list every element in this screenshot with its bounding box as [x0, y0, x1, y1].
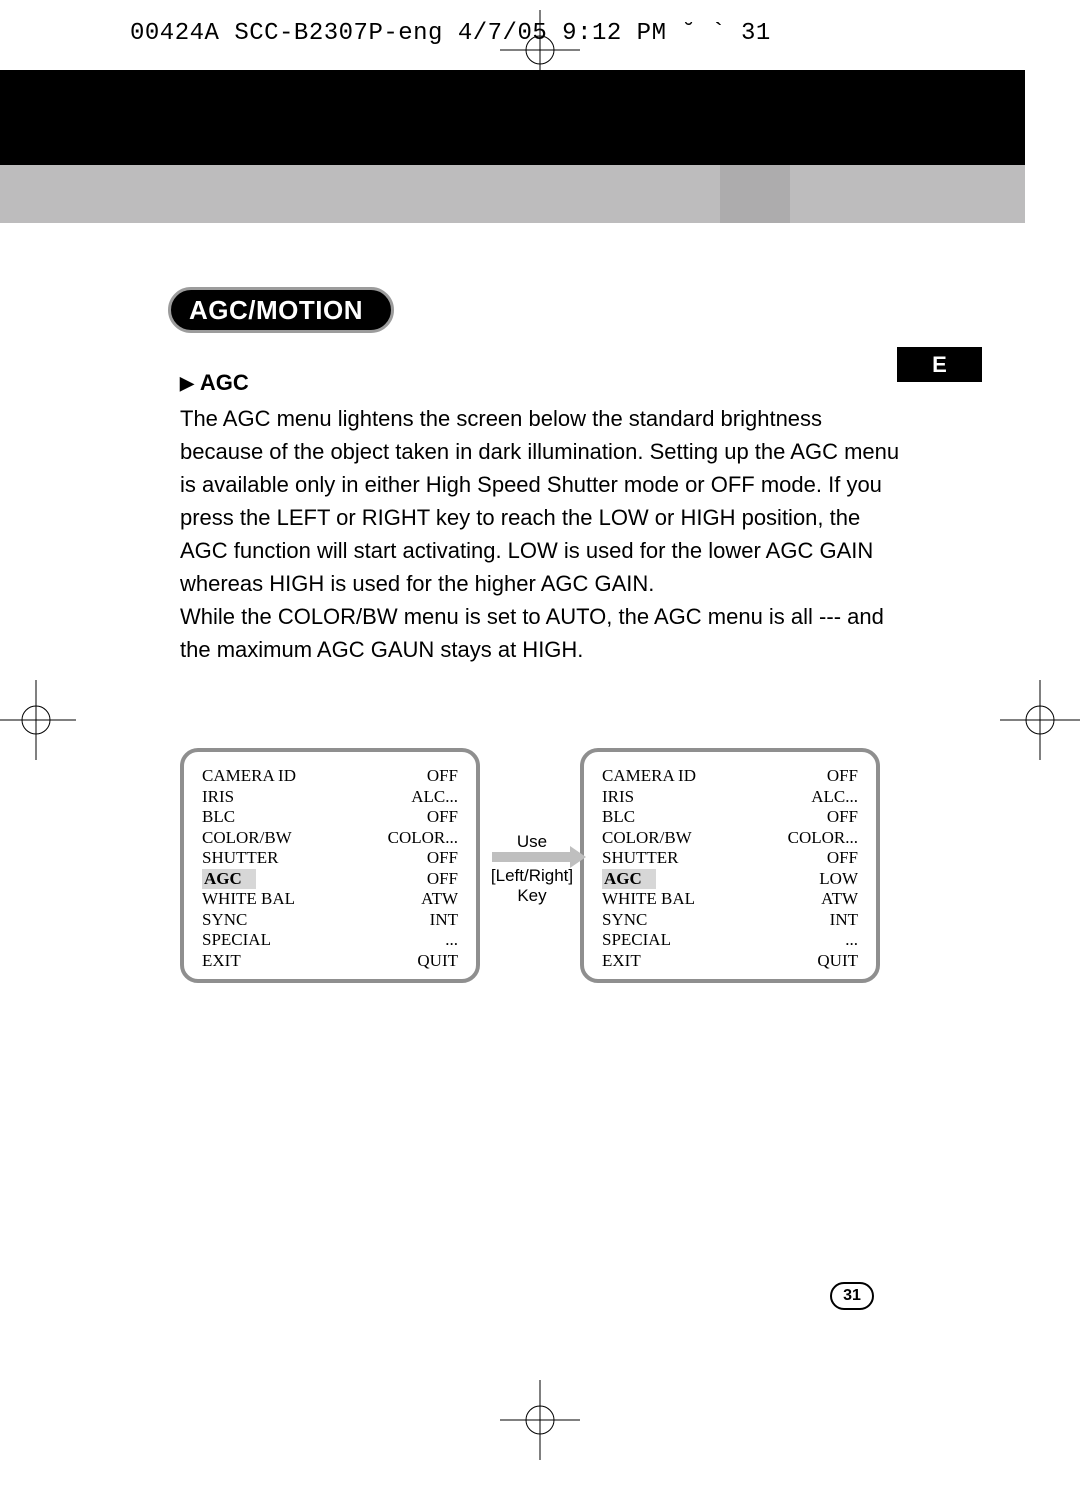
osd-menu-value: OFF [427, 766, 458, 787]
osd-menu-row: CAMERA ID OFF [202, 766, 458, 787]
osd-menu-key: COLOR/BW [602, 828, 692, 849]
osd-menu-key: BLC [602, 807, 635, 828]
osd-menu-row: WHITE BAL ATW [202, 889, 458, 910]
osd-menu-row: IRIS ALC... [202, 787, 458, 808]
osd-menu-row: EXIT QUIT [202, 951, 458, 972]
osd-menu-key: IRIS [202, 787, 234, 808]
osd-menu-panel-after: CAMERA IDOFFIRISALC...BLCOFFCOLOR/BWCOLO… [580, 748, 880, 983]
osd-menu-row: SHUTTER OFF [202, 848, 458, 869]
section-title-pill: AGC/MOTION [168, 287, 394, 333]
osd-menu-value: ALC... [811, 787, 858, 808]
osd-menu-value: OFF [427, 869, 458, 890]
osd-menu-key: SHUTTER [602, 848, 679, 869]
header-grey-bar [0, 165, 1025, 223]
osd-menu-value: ALC... [411, 787, 458, 808]
osd-menu-value: INT [830, 910, 858, 931]
triangle-right-icon: ▶ [180, 373, 194, 394]
osd-menu-row: BLC OFF [202, 807, 458, 828]
osd-menu-row: BLC OFF [602, 807, 858, 828]
osd-menu-row: SHUTTER OFF [602, 848, 858, 869]
osd-menu-key: SYNC [602, 910, 647, 931]
osd-menu-key: CAMERA ID [602, 766, 696, 787]
osd-menu-key: COLOR/BW [202, 828, 292, 849]
subsection-heading: ▶ AGC [180, 370, 249, 396]
print-header-line: 00424A SCC-B2307P-eng 4/7/05 9:12 PM ˘ `… [130, 20, 771, 47]
osd-menu-key: CAMERA ID [202, 766, 296, 787]
osd-menu-value: ... [845, 930, 858, 951]
osd-menu-value: ATW [821, 889, 858, 910]
osd-menu-value: OFF [827, 766, 858, 787]
osd-menu-row: AGC OFF [202, 869, 458, 890]
header-grey-bar-accent [720, 165, 790, 223]
osd-menu-key: IRIS [602, 787, 634, 808]
osd-menu-key: WHITE BAL [602, 889, 695, 910]
osd-menu-key: WHITE BAL [202, 889, 295, 910]
crop-mark-left [0, 680, 76, 760]
osd-menu-key: AGC [602, 869, 656, 890]
section-title-text: AGC/MOTION [189, 295, 363, 326]
osd-menu-panel-before: CAMERA IDOFFIRISALC...BLCOFFCOLOR/BWCOLO… [180, 748, 480, 983]
osd-menu-value: OFF [827, 807, 858, 828]
osd-menu-key: BLC [202, 807, 235, 828]
osd-menu-row: COLOR/BW COLOR... [602, 828, 858, 849]
osd-menu-value: COLOR... [388, 828, 458, 849]
crop-mark-bottom [500, 1380, 580, 1460]
arrow-label-line2: [Left/Right] [484, 866, 580, 886]
osd-menu-key: SHUTTER [202, 848, 279, 869]
osd-menu-row: CAMERA ID OFF [602, 766, 858, 787]
osd-menu-row: SYNC INT [602, 910, 858, 931]
osd-menu-row: EXIT QUIT [602, 951, 858, 972]
osd-menu-key: EXIT [602, 951, 641, 972]
osd-menu-key: EXIT [202, 951, 241, 972]
osd-menu-value: OFF [427, 807, 458, 828]
osd-menu-key: SPECIAL [602, 930, 671, 951]
osd-menu-value: COLOR... [788, 828, 858, 849]
osd-menu-row: WHITE BAL ATW [602, 889, 858, 910]
osd-menu-value: ATW [421, 889, 458, 910]
subsection-heading-text: AGC [200, 370, 249, 395]
osd-menu-key: SYNC [202, 910, 247, 931]
osd-menu-value: OFF [827, 848, 858, 869]
osd-menu-row: SYNC INT [202, 910, 458, 931]
osd-menu-row: SPECIAL... [202, 930, 458, 951]
osd-menu-value: OFF [427, 848, 458, 869]
osd-menu-value: INT [430, 910, 458, 931]
body-paragraph: The AGC menu lightens the screen below t… [180, 402, 900, 666]
page-number: 31 [830, 1282, 874, 1310]
arrow-label-line3: Key [484, 886, 580, 906]
language-badge: E [897, 347, 982, 382]
arrow-label-line1: Use [484, 832, 580, 852]
osd-menu-row: SPECIAL... [602, 930, 858, 951]
osd-menu-value: ... [445, 930, 458, 951]
osd-menu-key: SPECIAL [202, 930, 271, 951]
header-black-bar [0, 70, 1025, 165]
osd-menu-row: IRIS ALC... [602, 787, 858, 808]
arrow-right-icon [492, 852, 572, 862]
transition-arrow: Use [Left/Right] Key [484, 832, 580, 906]
osd-menu-key: AGC [202, 869, 256, 890]
osd-menu-value: QUIT [417, 951, 458, 972]
crop-mark-right [1000, 680, 1080, 760]
osd-menu-value: LOW [819, 869, 858, 890]
osd-menu-value: QUIT [817, 951, 858, 972]
osd-menu-row: AGC LOW [602, 869, 858, 890]
osd-menu-row: COLOR/BW COLOR... [202, 828, 458, 849]
